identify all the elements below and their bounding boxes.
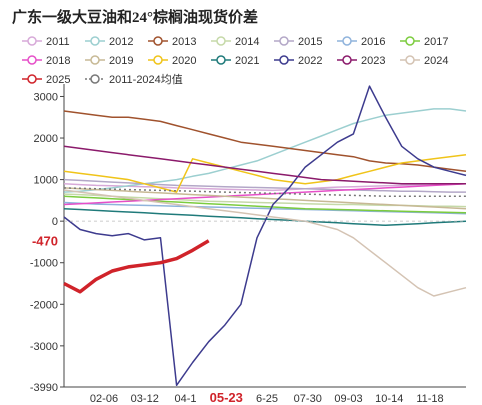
x-tick-label: 09-03 xyxy=(334,393,362,405)
x-tick-label: 11-18 xyxy=(416,393,443,405)
legend-2011-2024-marker xyxy=(90,74,100,84)
legend-2016-label: 2016 xyxy=(361,36,385,48)
legend-2014-label: 2014 xyxy=(235,36,259,48)
y-tick-label: 0 xyxy=(52,216,58,228)
legend-2021-label: 2021 xyxy=(235,55,259,67)
y-tick-label: -2000 xyxy=(30,299,58,311)
legend-2018-marker xyxy=(27,55,37,65)
legend-2015-label: 2015 xyxy=(298,36,322,48)
legend: 2011 2012 2013 2014 2015 2016 2017 2018 2019 2020… xyxy=(22,36,448,86)
series-2020-line xyxy=(63,153,467,193)
y-tick-label: -3990 xyxy=(30,382,58,394)
legend-2020-label: 2020 xyxy=(172,55,196,67)
x-tick-label: 03-12 xyxy=(131,393,159,405)
legend-2016-marker xyxy=(342,36,352,46)
series-2018-line xyxy=(63,183,467,206)
legend-2022-marker xyxy=(279,55,289,65)
x-tick-label: 02-06 xyxy=(90,393,118,405)
legend-2017-label: 2017 xyxy=(424,36,448,48)
legend-2013-marker xyxy=(153,36,163,46)
legend-2025-marker xyxy=(27,74,37,84)
x-tick-label: 07-30 xyxy=(294,393,322,405)
series-2021-line xyxy=(63,207,467,227)
y-tick-label: 2000 xyxy=(34,133,58,145)
y-tick-label: 1000 xyxy=(34,175,58,187)
series-2016-line xyxy=(63,201,467,215)
legend-2023-label: 2023 xyxy=(361,55,385,67)
legend-2024-label: 2024 xyxy=(424,55,448,67)
x-tick-label: 10-14 xyxy=(375,393,403,405)
legend-2017-marker xyxy=(405,36,415,46)
legend-2012-label: 2012 xyxy=(109,36,133,48)
series-2017-line xyxy=(63,195,467,214)
legend-2024-marker xyxy=(405,55,415,65)
y-tick-label: -1000 xyxy=(30,258,58,270)
x-tick-label: 04-1 xyxy=(174,393,196,405)
legend-2020-marker xyxy=(153,55,163,65)
y-tick-label: 3000 xyxy=(34,91,58,103)
series-2011-2024-line xyxy=(63,187,466,197)
series-2015-line xyxy=(63,178,466,193)
legend-2022-label: 2022 xyxy=(298,55,322,67)
y-tick-label: -3000 xyxy=(30,341,58,353)
series-2023-line xyxy=(63,145,466,185)
x-highlight-label: 05-23 xyxy=(210,390,243,405)
series-2025-line xyxy=(63,239,210,294)
legend-2011-marker xyxy=(27,36,37,46)
legend-2018-label: 2018 xyxy=(46,55,70,67)
series-2019-line xyxy=(63,187,467,210)
legend-2015-marker xyxy=(279,36,289,46)
legend-2023-marker xyxy=(342,55,352,65)
series-2022-line xyxy=(63,85,467,387)
legend-2011-2024-label: 2011-2024均值 xyxy=(109,73,183,86)
legend-2011-label: 2011 xyxy=(46,36,70,48)
series-lines xyxy=(63,85,467,387)
series-2024-line xyxy=(63,189,467,297)
legend-2014-marker xyxy=(216,36,226,46)
legend-2019-marker xyxy=(90,55,100,65)
x-tick-label: 6-25 xyxy=(256,393,278,405)
legend-2013-label: 2013 xyxy=(172,36,196,48)
axes xyxy=(63,84,466,388)
tick-labels: 3000 2000 1000 0 -1000 -2000 -3000 -3990 -470 02-… xyxy=(30,91,444,405)
chart-title: 广东一级大豆油和24°棕榈油现货价差 xyxy=(12,10,259,26)
y-highlight-label: -470 xyxy=(32,234,58,249)
series-2011-line xyxy=(63,183,467,192)
series-2012-line xyxy=(63,108,467,193)
legend-2025-label: 2025 xyxy=(46,74,70,86)
legend-2012-marker xyxy=(90,36,100,46)
legend-2019-label: 2019 xyxy=(109,55,133,67)
legend-2021-marker xyxy=(216,55,226,65)
